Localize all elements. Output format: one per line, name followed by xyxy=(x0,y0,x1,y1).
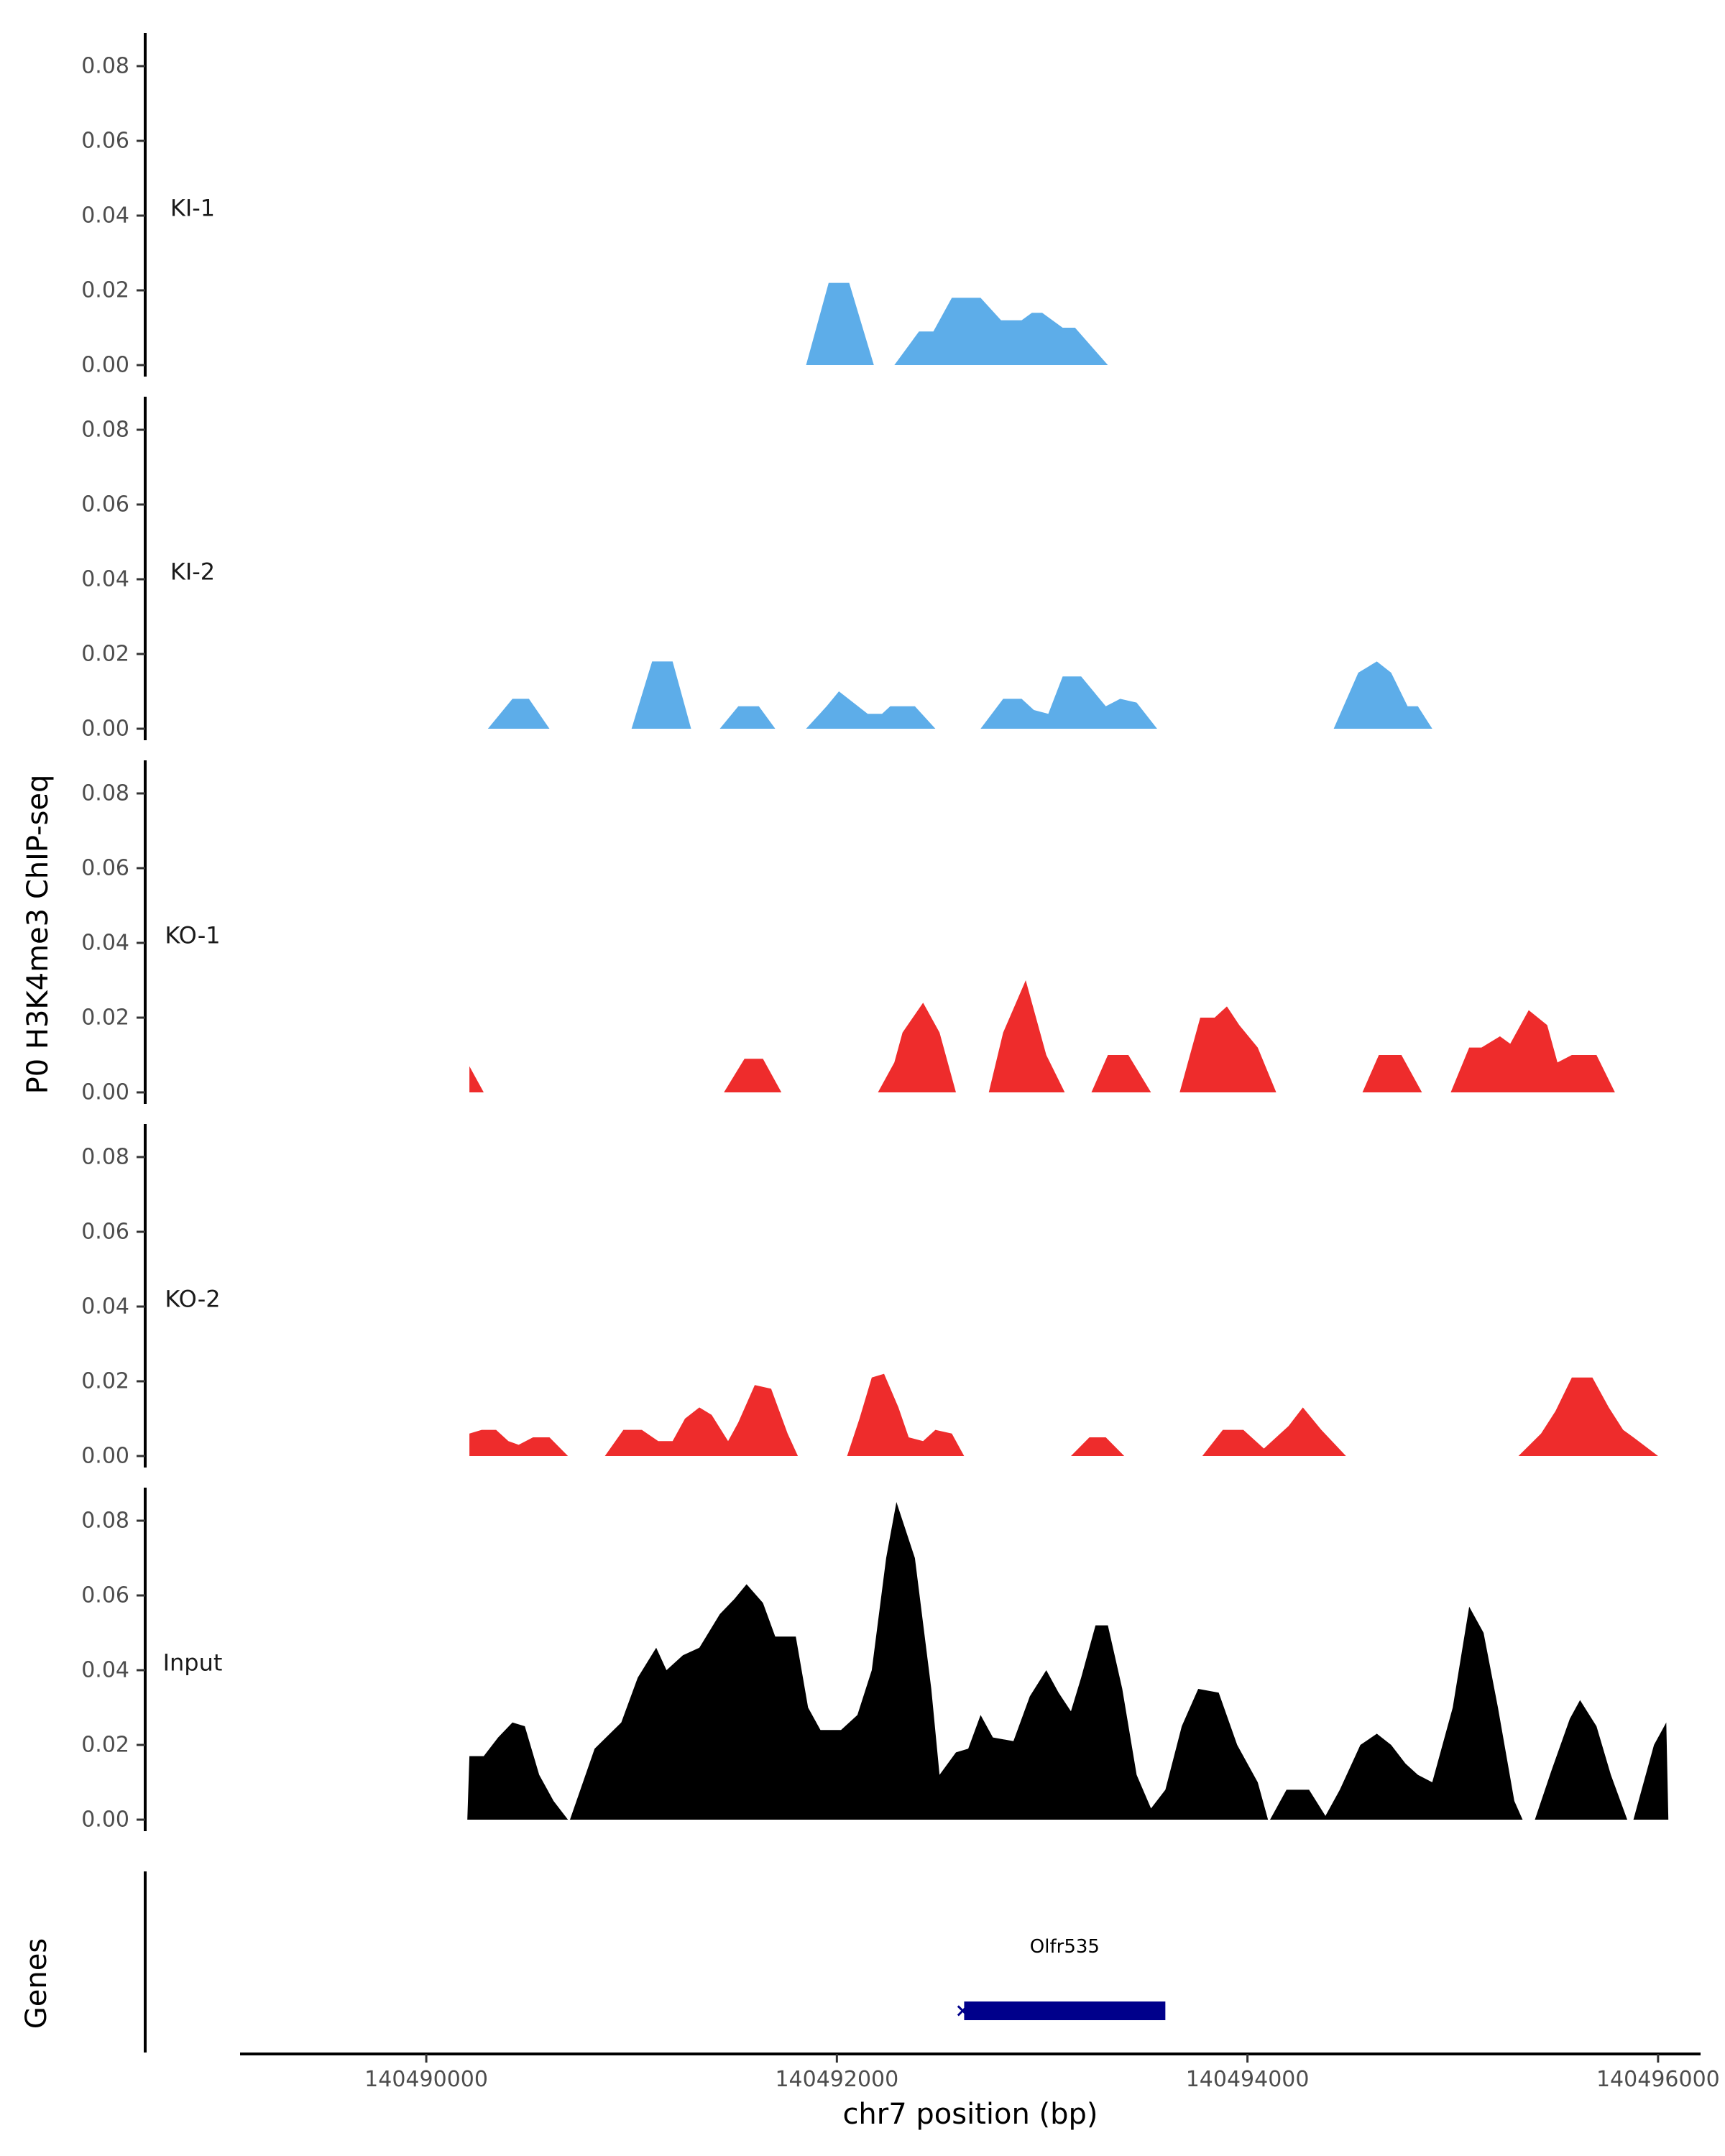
y-tick-label: 0.02 xyxy=(81,642,129,667)
signal-peak xyxy=(806,691,936,729)
track-label: Input xyxy=(163,1649,223,1677)
y-tick-label: 0.08 xyxy=(81,418,129,443)
signal-peak xyxy=(1450,1010,1615,1092)
y-tick-label: 0.04 xyxy=(81,1658,129,1683)
track-ki-1: 0.00 0.02 0.04 0.06 0.08 KI-1 xyxy=(81,33,1108,378)
signal-peak xyxy=(1518,1377,1658,1456)
x-axis-ticks: 140490000 140492000 140494000 140496000 xyxy=(364,2054,1720,2092)
track-label: KO-2 xyxy=(165,1286,220,1313)
x-tick-label: 140494000 xyxy=(1186,2067,1310,2092)
x-axis: 140490000 140492000 140494000 140496000 chr… xyxy=(240,2053,1720,2131)
signal-peak xyxy=(806,282,874,365)
y-tick-label: 0.02 xyxy=(81,1005,129,1031)
gene-strand-marker: × xyxy=(955,2000,971,2022)
y-tick-label: 0.04 xyxy=(81,931,129,956)
y-tick-label: 0.08 xyxy=(81,54,129,79)
gene-label: Olfr535 xyxy=(1030,1936,1100,1958)
tracks-layer: 0.00 0.02 0.04 0.06 0.08 KI-1 0.00 0.02 0.04 0.06… xyxy=(81,33,1669,1833)
y-tick-label: 0.02 xyxy=(81,1369,129,1394)
track-label: KI-1 xyxy=(170,195,215,222)
track-ki-2: 0.00 0.02 0.04 0.06 0.08 KI-2 xyxy=(81,397,1432,742)
track-ko-1: 0.00 0.02 0.04 0.06 0.08 KO-1 xyxy=(81,760,1615,1105)
signal-peak xyxy=(570,1502,1269,1820)
y-tick-label: 0.00 xyxy=(81,717,129,742)
y-tick-label: 0.00 xyxy=(81,1444,129,1469)
signal-peak xyxy=(1362,1055,1422,1092)
y-tick-label: 0.08 xyxy=(81,1508,129,1534)
signal-peak xyxy=(1091,1055,1151,1092)
genes-track: Genes × Olfr535 xyxy=(20,1871,1166,2053)
signal-peak xyxy=(469,1429,569,1456)
x-axis-title: chr7 position (bp) xyxy=(842,2098,1098,2131)
signal-peak xyxy=(604,1385,799,1456)
track-label: KO-1 xyxy=(165,922,220,949)
signal-peak xyxy=(1633,1722,1669,1820)
signal-peak xyxy=(724,1059,782,1092)
track-input: 0.00 0.02 0.04 0.06 0.08 Input xyxy=(81,1488,1669,1833)
signal-peak xyxy=(1202,1407,1346,1456)
y-tick-label: 0.08 xyxy=(81,781,129,806)
y-tick-label: 0.00 xyxy=(81,1807,129,1833)
y-tick-label: 0.02 xyxy=(81,278,129,303)
x-tick-label: 140496000 xyxy=(1596,2067,1720,2092)
signal-peak xyxy=(631,661,691,729)
signal-peak xyxy=(487,699,550,729)
y-tick-label: 0.06 xyxy=(81,1583,129,1608)
y-tick-label: 0.06 xyxy=(81,129,129,154)
genes-track-title: Genes xyxy=(20,1938,53,2029)
y-tick-label: 0.06 xyxy=(81,856,129,881)
y-tick-label: 0.08 xyxy=(81,1145,129,1170)
signal-peak xyxy=(1333,661,1432,729)
x-tick-label: 140492000 xyxy=(775,2067,898,2092)
x-tick-label: 140490000 xyxy=(364,2067,488,2092)
signal-peak xyxy=(1179,1006,1276,1092)
signal-peak xyxy=(988,980,1065,1092)
y-axis-title: P0 H3K4me3 ChIP-seq xyxy=(22,775,55,1095)
signal-peak xyxy=(847,1373,965,1456)
y-tick-label: 0.04 xyxy=(81,203,129,229)
signal-peak xyxy=(1071,1437,1125,1456)
y-tick-label: 0.04 xyxy=(81,1294,129,1319)
signal-peak xyxy=(1270,1606,1523,1820)
signal-peak xyxy=(719,706,776,729)
y-tick-label: 0.06 xyxy=(81,1220,129,1245)
y-tick-label: 0.02 xyxy=(81,1733,129,1758)
signal-peak xyxy=(467,1722,569,1820)
y-tick-label: 0.00 xyxy=(81,353,129,378)
signal-peak xyxy=(980,676,1157,729)
gene-body xyxy=(964,2001,1166,2020)
track-label: KI-2 xyxy=(170,558,215,586)
y-tick-label: 0.06 xyxy=(81,492,129,517)
signal-peak xyxy=(878,1003,956,1092)
track-ko-2: 0.00 0.02 0.04 0.06 0.08 KO-2 xyxy=(81,1124,1658,1469)
signal-peak xyxy=(894,298,1108,365)
y-tick-label: 0.00 xyxy=(81,1080,129,1105)
signal-peak xyxy=(469,1066,484,1092)
y-tick-label: 0.04 xyxy=(81,567,129,592)
signal-peak xyxy=(1535,1700,1627,1820)
